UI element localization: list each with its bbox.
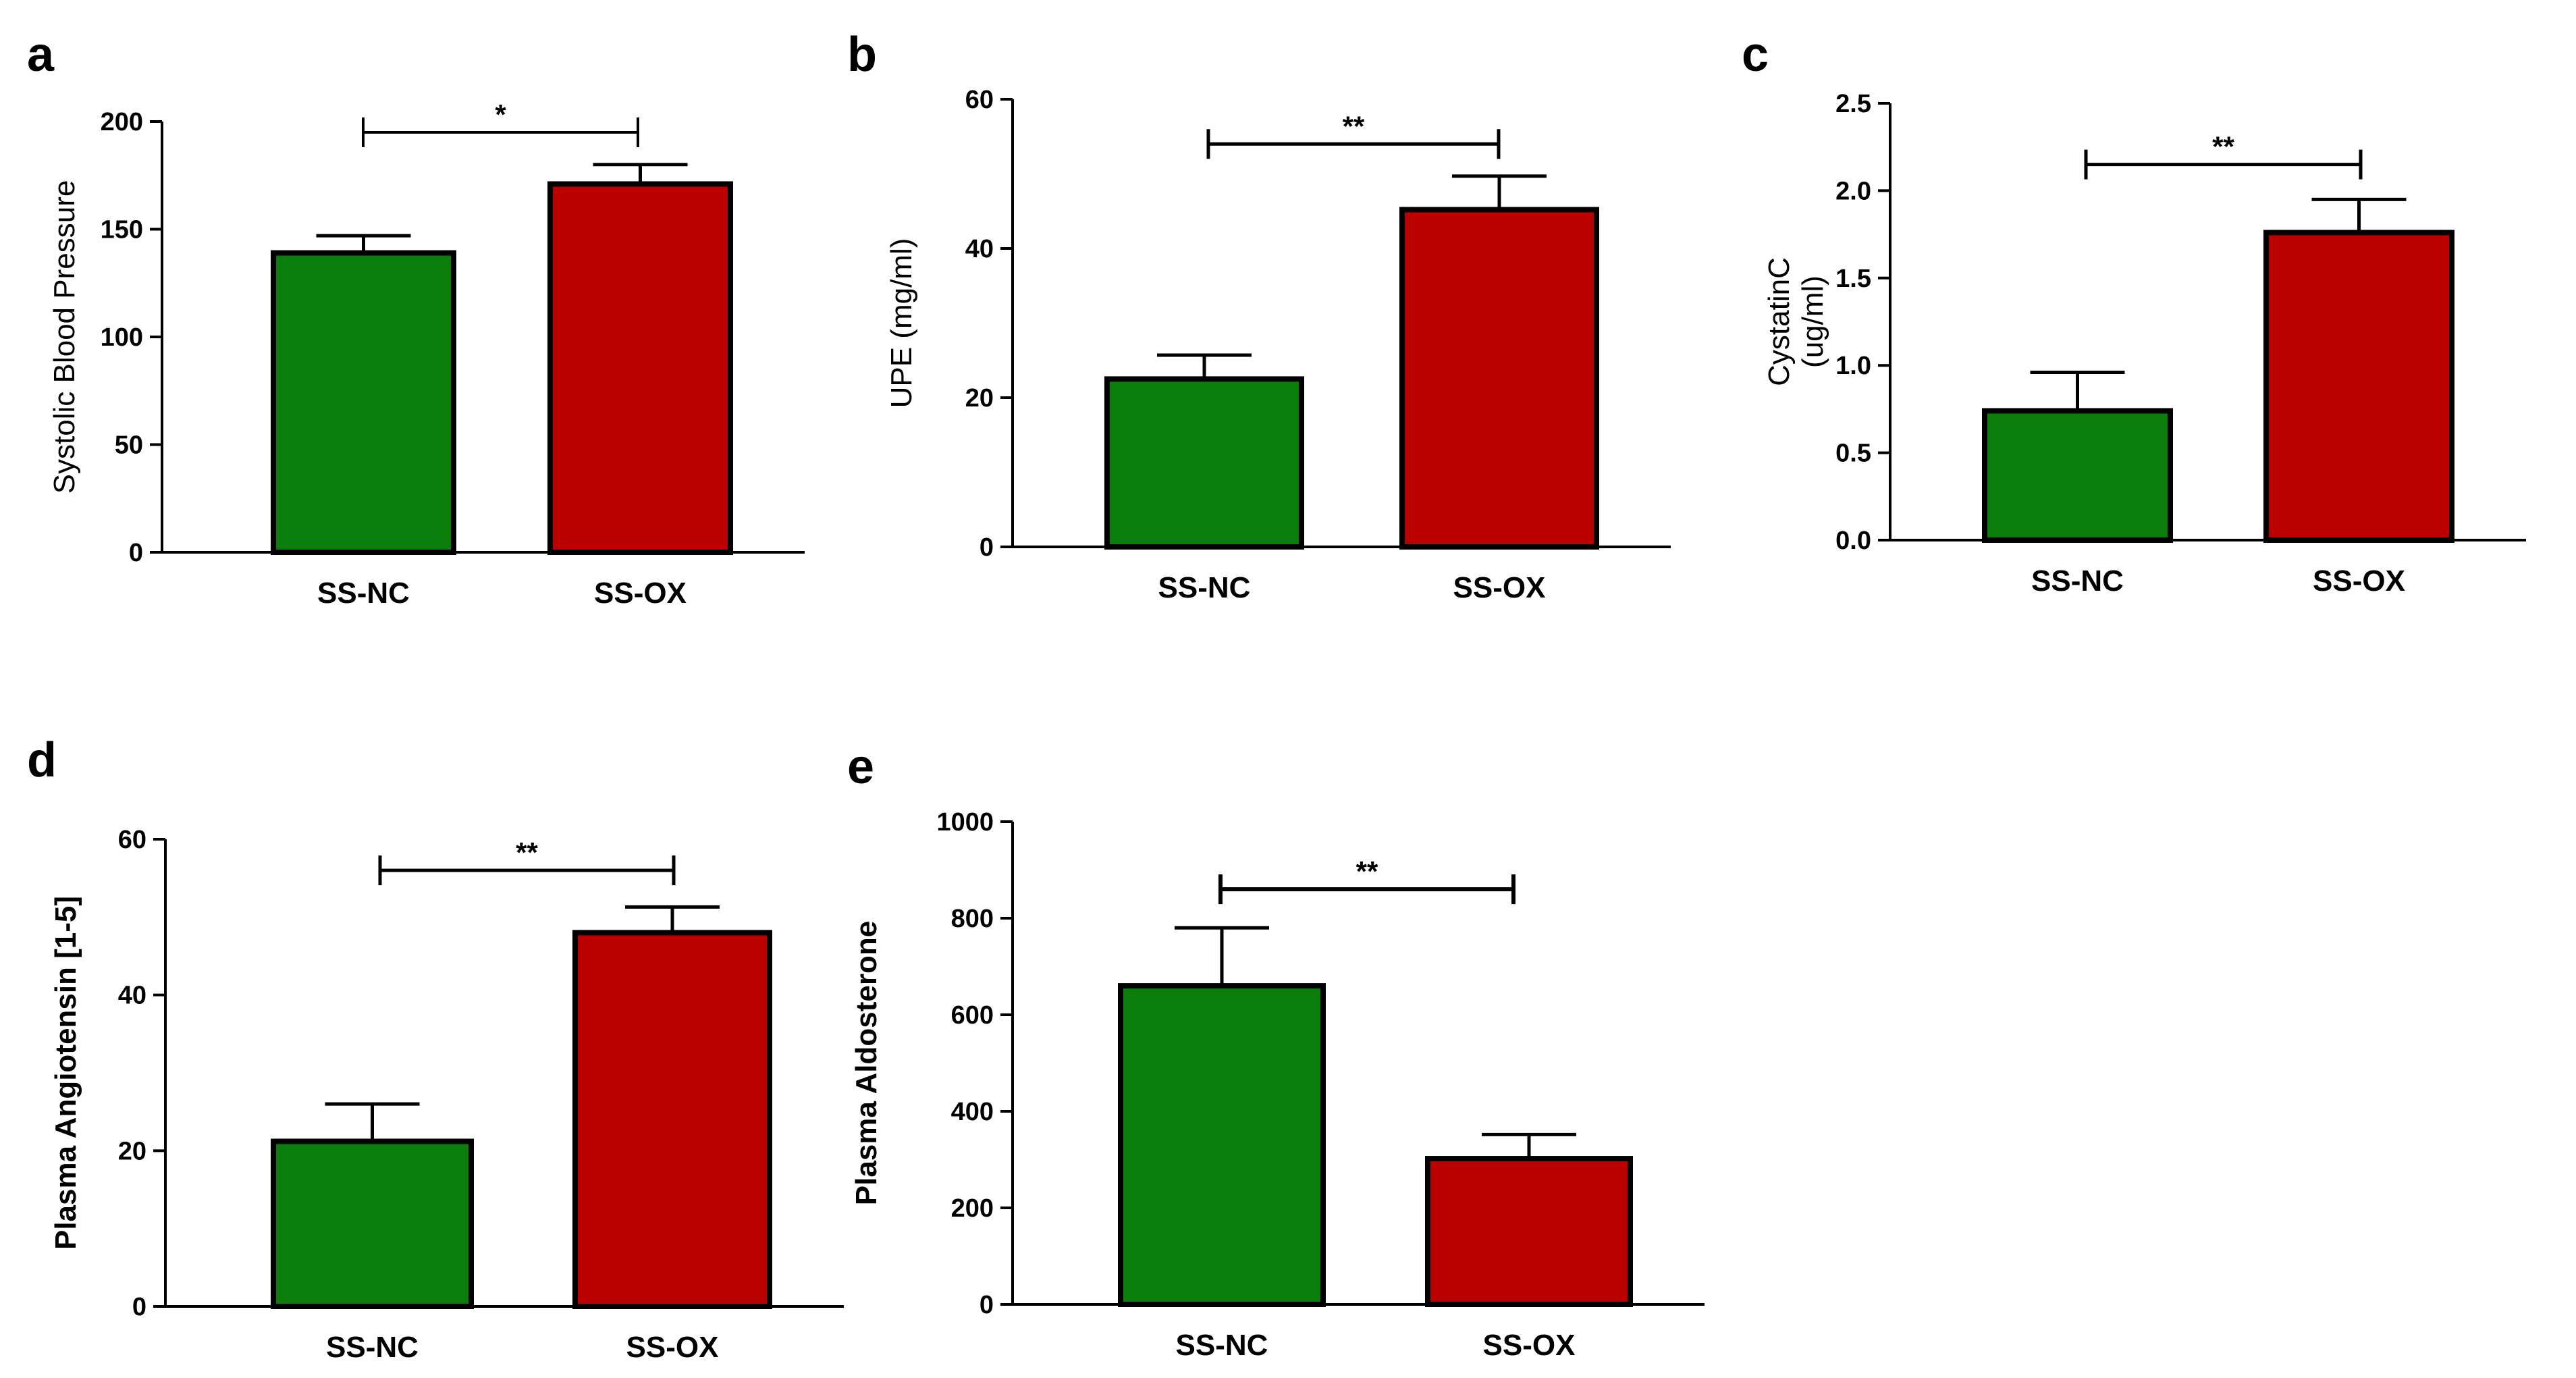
bar-e-ss-ox bbox=[1425, 1156, 1633, 1307]
sig-label-c: ** bbox=[2212, 131, 2234, 163]
y-tick-label-a: 150 bbox=[101, 216, 143, 244]
bar-b-ss-ox bbox=[1399, 207, 1599, 550]
category-label-a: SS-OX bbox=[594, 577, 687, 610]
y-axis-label-a: Systolic Blood Pressure bbox=[48, 180, 81, 494]
y-tick-label-b: 0 bbox=[980, 533, 994, 562]
y-tick-label-a: 200 bbox=[101, 108, 143, 136]
category-label-c: SS-OX bbox=[2313, 564, 2405, 598]
y-tick-label-d: 40 bbox=[118, 982, 146, 1010]
bar-c-ss-nc bbox=[1982, 408, 2173, 543]
y-tick-label-e: 1000 bbox=[936, 808, 994, 837]
bar-d-ss-ox bbox=[572, 930, 772, 1309]
panel-letter-a: a bbox=[27, 28, 55, 82]
y-tick-label-b: 40 bbox=[965, 235, 994, 263]
category-label-c: SS-NC bbox=[2031, 564, 2124, 598]
bar-a-ss-ox bbox=[547, 181, 733, 555]
panel-letter-e: e bbox=[847, 740, 874, 794]
category-label-b: SS-OX bbox=[1453, 571, 1546, 604]
y-tick-label-a: 100 bbox=[101, 323, 143, 352]
y-tick-label-e: 600 bbox=[951, 1001, 994, 1030]
y-tick-label-d: 20 bbox=[118, 1137, 146, 1165]
y-tick-label-d: 0 bbox=[132, 1293, 146, 1321]
y-tick-label-e: 200 bbox=[951, 1194, 994, 1223]
sig-label-e: ** bbox=[1356, 855, 1378, 887]
y-axis-label-e: Plasma Aldosterone bbox=[850, 921, 883, 1205]
sig-label-b: ** bbox=[1343, 110, 1365, 142]
category-label-d: SS-NC bbox=[326, 1331, 419, 1364]
sig-label-d: ** bbox=[516, 837, 538, 868]
y-tick-label-b: 20 bbox=[965, 384, 994, 413]
sig-label-a: * bbox=[495, 99, 506, 130]
panel-letter-b: b bbox=[847, 28, 877, 82]
bar-d-ss-nc bbox=[271, 1138, 474, 1309]
category-label-d: SS-OX bbox=[626, 1331, 719, 1364]
y-tick-label-b: 60 bbox=[965, 86, 994, 114]
bar-c-ss-ox bbox=[2263, 230, 2454, 543]
category-label-e: SS-NC bbox=[1176, 1329, 1268, 1362]
y-tick-label-c: 2.0 bbox=[1835, 177, 1871, 205]
y-tick-label-e: 800 bbox=[951, 905, 994, 933]
panel-letter-d: d bbox=[27, 733, 57, 787]
y-tick-label-c: 1.0 bbox=[1835, 352, 1871, 380]
bar-a-ss-nc bbox=[271, 250, 456, 555]
y-tick-label-a: 50 bbox=[115, 431, 143, 460]
y-tick-label-c: 0.5 bbox=[1835, 440, 1871, 468]
y-axis-label-d: Plasma Angiotensin [1-5] bbox=[49, 896, 82, 1250]
y-tick-label-c: 2.5 bbox=[1835, 90, 1871, 118]
y-tick-label-e: 400 bbox=[951, 1098, 994, 1126]
category-label-b: SS-NC bbox=[1158, 571, 1251, 604]
y-axis-label-b: UPE (mg/ml) bbox=[885, 238, 918, 408]
y-tick-label-e: 0 bbox=[980, 1291, 994, 1319]
y-tick-label-d: 60 bbox=[118, 826, 146, 854]
y-axis-label-c: CystatinC bbox=[1763, 257, 1796, 386]
bar-b-ss-nc bbox=[1104, 376, 1304, 550]
category-label-e: SS-OX bbox=[1483, 1329, 1576, 1362]
y-axis-label-c: (ug/ml) bbox=[1796, 275, 1829, 368]
category-label-a: SS-NC bbox=[317, 577, 410, 610]
y-tick-label-a: 0 bbox=[129, 539, 143, 567]
y-tick-label-c: 1.5 bbox=[1835, 265, 1871, 293]
y-tick-label-c: 0.0 bbox=[1835, 527, 1871, 555]
bar-e-ss-nc bbox=[1118, 983, 1326, 1307]
panel-letter-c: c bbox=[1742, 28, 1769, 82]
